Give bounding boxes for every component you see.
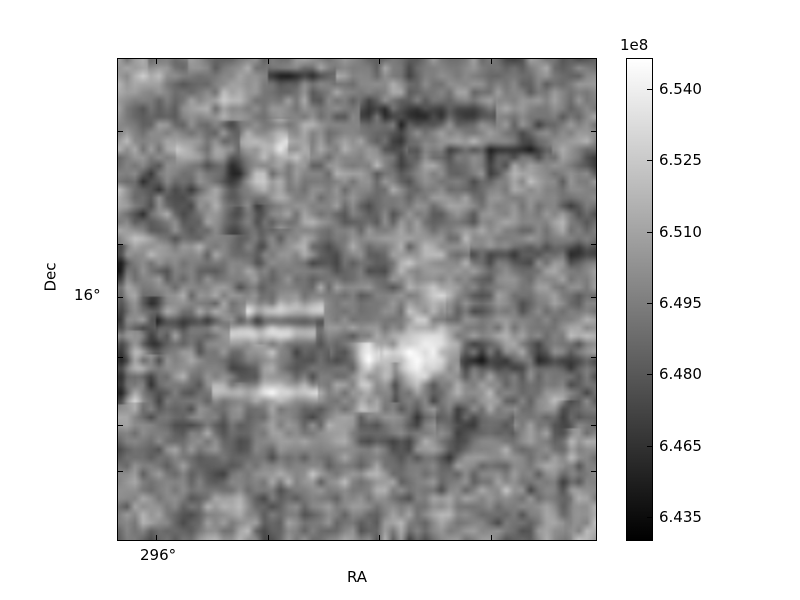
y-tick-left-1 — [118, 131, 123, 132]
y-tick-left-6 — [118, 471, 123, 472]
y-tick-right-4 — [591, 357, 596, 358]
x-tick-top-1 — [156, 59, 157, 64]
x-tick-label-296: 296° — [140, 546, 177, 564]
colorbar-label-4: 6.495 — [659, 294, 702, 312]
x-tick-bottom-2 — [268, 535, 269, 540]
sky-map-axes[interactable] — [117, 58, 597, 541]
y-tick-right-2 — [591, 244, 596, 245]
sky-map-image — [118, 59, 596, 540]
colorbar-tick-1 — [647, 89, 652, 90]
colorbar-label-1: 6.540 — [659, 80, 702, 98]
colorbar[interactable] — [626, 58, 653, 541]
y-tick-left-5 — [118, 425, 123, 426]
colorbar-tick-3 — [647, 232, 652, 233]
colorbar-label-7: 6.435 — [659, 508, 702, 526]
x-tick-bottom-1 — [156, 535, 157, 540]
colorbar-tick-2 — [647, 160, 652, 161]
y-tick-label-16: 16° — [74, 286, 101, 304]
colorbar-label-6: 6.465 — [659, 437, 702, 455]
y-tick-right-3 — [591, 297, 596, 298]
y-axis-label: Dec — [41, 262, 60, 292]
x-tick-top-4 — [491, 59, 492, 64]
x-tick-top-2 — [268, 59, 269, 64]
y-tick-right-6 — [591, 471, 596, 472]
x-axis-label: RA — [346, 568, 368, 586]
colorbar-offset-text: 1e8 — [620, 36, 649, 54]
colorbar-tick-7 — [647, 517, 652, 518]
y-tick-left-2 — [118, 244, 123, 245]
colorbar-tick-4 — [647, 303, 652, 304]
x-tick-bottom-4 — [491, 535, 492, 540]
y-tick-left-3 — [118, 297, 123, 298]
colorbar-label-5: 6.480 — [659, 365, 702, 383]
colorbar-tick-5 — [647, 374, 652, 375]
x-tick-top-3 — [379, 59, 380, 64]
colorbar-label-3: 6.510 — [659, 223, 702, 241]
x-tick-bottom-3 — [379, 535, 380, 540]
colorbar-tick-6 — [647, 446, 652, 447]
colorbar-label-2: 6.525 — [659, 151, 702, 169]
y-tick-right-1 — [591, 131, 596, 132]
y-tick-right-5 — [591, 425, 596, 426]
y-tick-left-4 — [118, 357, 123, 358]
